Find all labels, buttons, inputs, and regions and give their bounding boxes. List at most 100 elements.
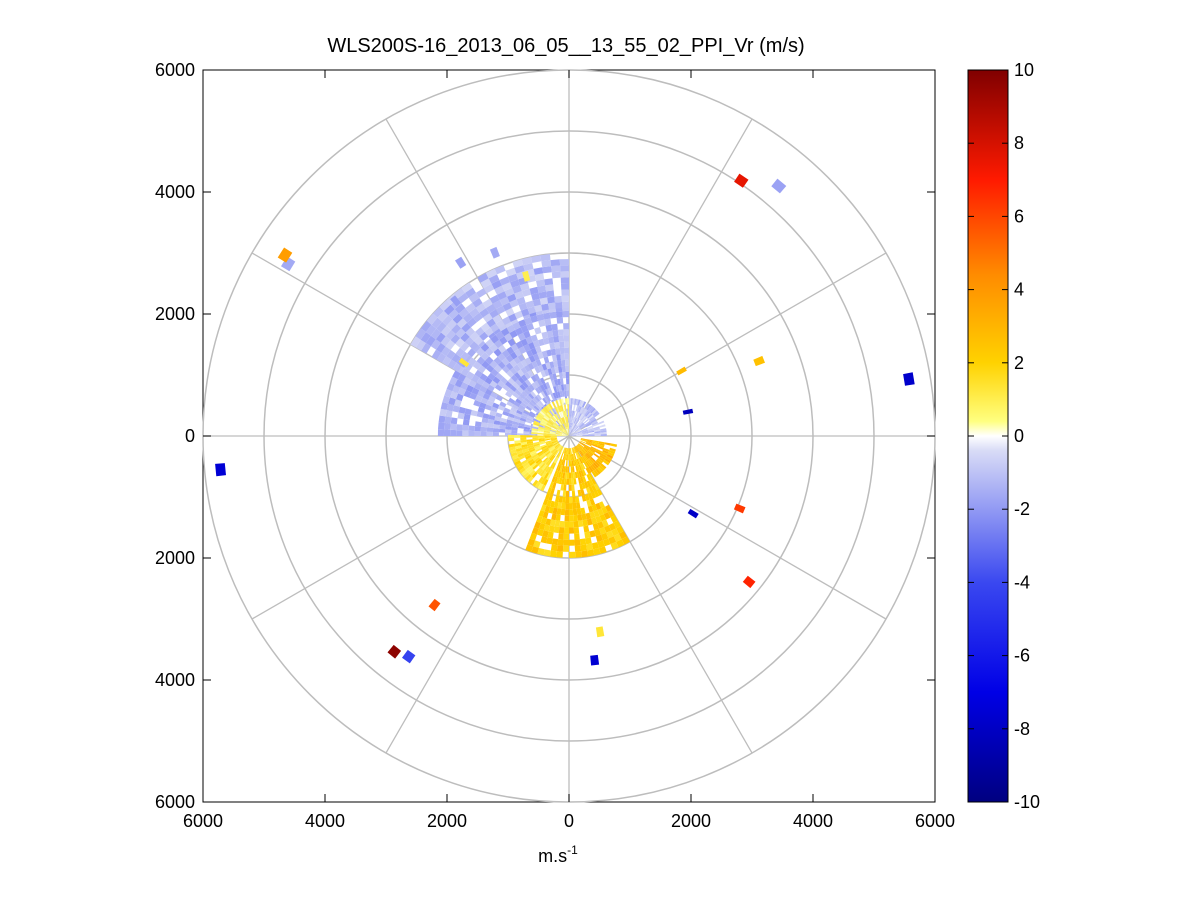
data-cell (587, 429, 595, 432)
data-cell (588, 479, 594, 487)
data-cell (519, 393, 526, 400)
data-cell (549, 434, 556, 436)
data-cell (571, 490, 576, 497)
data-cell (562, 459, 566, 467)
data-cell (575, 399, 579, 406)
data-cell (597, 521, 604, 529)
data-cell (564, 429, 569, 435)
data-cell (519, 383, 527, 391)
data-cell (557, 378, 561, 386)
data-cell (499, 425, 506, 430)
data-cell (538, 291, 548, 299)
data-cell (578, 406, 582, 413)
data-cell (595, 459, 602, 466)
data-cell (513, 364, 521, 372)
data-cell (565, 429, 569, 435)
data-cell (489, 294, 500, 304)
data-cell (540, 536, 548, 544)
data-gate (742, 575, 756, 589)
data-cell (573, 417, 576, 424)
data-cell (469, 331, 480, 342)
data-cell (544, 426, 551, 430)
data-cell (531, 432, 538, 435)
data-cell (569, 539, 575, 546)
data-cell (542, 447, 549, 453)
data-cell (499, 336, 508, 345)
data-cell (476, 347, 485, 357)
data-cell (601, 519, 609, 528)
data-cell (534, 395, 541, 402)
data-cell (519, 417, 527, 422)
data-cell (549, 342, 556, 350)
data-cell (572, 424, 576, 430)
data-cell (506, 346, 515, 355)
data-cell (529, 460, 536, 466)
data-cell (547, 368, 553, 376)
data-cell (457, 373, 466, 382)
data-cell (579, 407, 584, 414)
data-cell (577, 489, 582, 497)
data-cell (587, 505, 594, 513)
data-cell (517, 332, 526, 341)
data-cell (556, 431, 562, 435)
data-cell (529, 286, 539, 295)
data-cell (609, 447, 616, 452)
data-cell (460, 367, 470, 377)
data-cell (473, 382, 482, 391)
data-cell (570, 460, 573, 467)
data-cell (509, 449, 517, 454)
data-cell (529, 450, 537, 455)
data-cell (580, 544, 588, 552)
data-cell (541, 363, 548, 371)
data-cell (489, 380, 498, 388)
data-cell (562, 410, 565, 418)
data-cell (508, 434, 515, 439)
data-cell (543, 524, 550, 532)
data-cell (509, 330, 518, 339)
data-cell (550, 417, 556, 423)
data-cell (560, 265, 569, 272)
data-cell (544, 436, 551, 439)
data-cell (479, 385, 488, 394)
data-cell (593, 462, 599, 469)
data-cell (591, 409, 598, 415)
data-cell (604, 525, 612, 533)
data-cell (567, 416, 569, 423)
data-cell (556, 489, 561, 497)
data-cell (523, 450, 530, 456)
data-cell (545, 388, 551, 396)
data-cell (524, 372, 531, 380)
data-cell (506, 324, 515, 333)
data-cell (599, 514, 607, 522)
data-cell (552, 329, 559, 337)
data-cell (574, 426, 579, 432)
data-cell (521, 446, 529, 451)
data-cell (440, 336, 451, 347)
data-cell (549, 374, 554, 381)
data-gate (215, 463, 226, 477)
colorbar-tick-label: 0 (1014, 426, 1024, 446)
data-cell (436, 342, 446, 353)
data-cell (541, 418, 548, 424)
data-cell (565, 447, 568, 455)
data-cell (577, 444, 583, 450)
data-cell (587, 428, 594, 431)
data-cell (516, 450, 524, 455)
data-cell (527, 468, 534, 475)
data-cell (576, 420, 582, 426)
data-cell (569, 430, 575, 436)
data-cell (555, 444, 561, 450)
data-cell (547, 387, 553, 395)
data-cell (580, 449, 585, 456)
data-cell (584, 403, 590, 410)
data-cell (552, 425, 558, 430)
data-cell (538, 319, 546, 327)
data-cell (475, 421, 482, 427)
data-cell (534, 446, 541, 451)
data-cell (465, 384, 474, 393)
data-cell (446, 349, 456, 360)
data-cell (492, 300, 503, 310)
data-cell (557, 471, 562, 478)
data-cell (479, 308, 490, 318)
data-cell (542, 530, 549, 538)
